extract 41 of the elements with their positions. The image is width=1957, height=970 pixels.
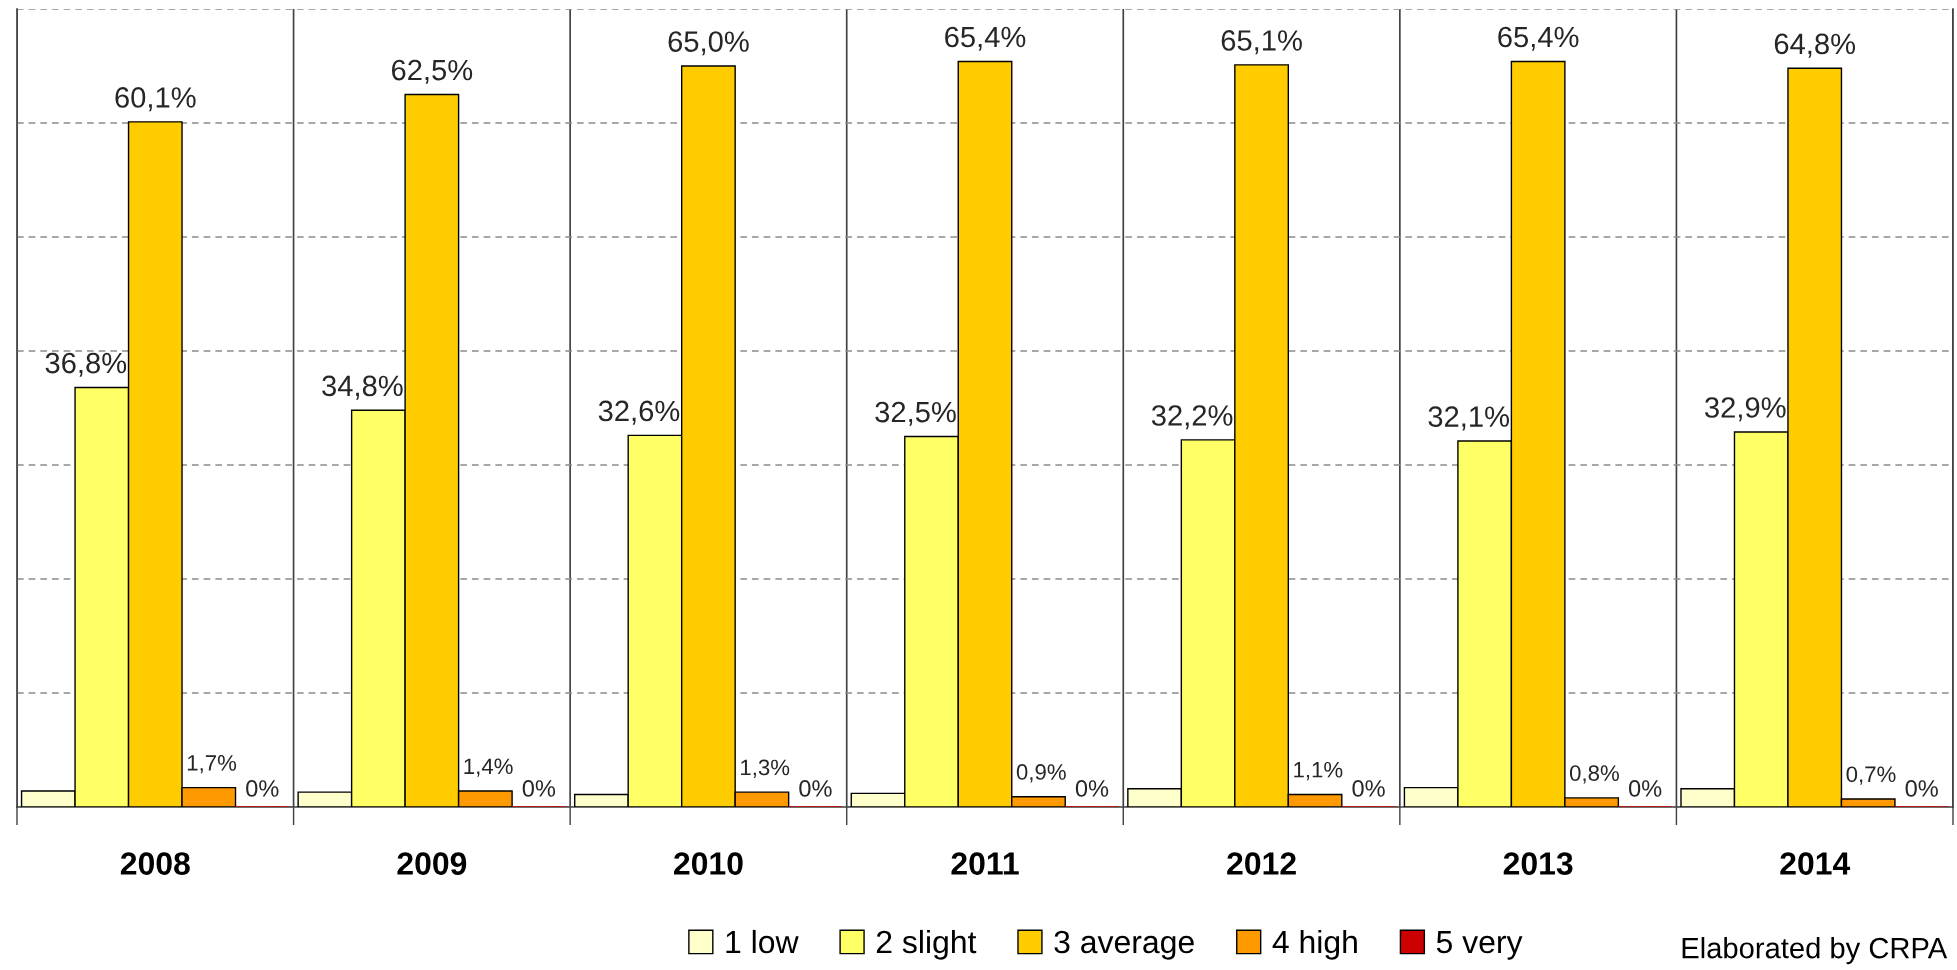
legend-label: 1 low (726, 929, 799, 954)
data-label: 0% (799, 780, 832, 797)
legend-label: 4 high (1272, 929, 1357, 960)
x-tick-label: 2010 (674, 852, 743, 875)
data-label: 0% (1905, 780, 1938, 797)
data-label: 1,7% (187, 755, 237, 774)
data-label: 65,4% (945, 26, 1026, 51)
legend-label: 5 very (1436, 931, 1523, 960)
data-label: 32,9% (1705, 397, 1786, 422)
legend-label: 2 slight (876, 929, 977, 960)
data-label: 0% (1352, 780, 1385, 797)
x-tick-label: 2013 (1503, 852, 1573, 875)
x-tick-label: 2014 (1780, 852, 1851, 875)
x-tick-label: 2012 (1227, 852, 1296, 875)
data-label: 65,0% (668, 31, 749, 56)
data-label: 32,1% (1428, 406, 1509, 431)
data-label: 60,1% (115, 87, 196, 112)
data-label: 0% (1075, 780, 1109, 797)
data-label: 0% (522, 780, 556, 797)
data-label: 32,6% (598, 400, 680, 425)
data-label: 36,8% (45, 352, 127, 377)
x-tick-label: 2011 (951, 852, 1019, 875)
data-label: 64,8% (1774, 33, 1856, 58)
data-label: 0,8% (1569, 765, 1619, 784)
data-label: 65,1% (1221, 30, 1302, 55)
data-label: 0% (246, 780, 279, 797)
data-label: 65,4% (1498, 26, 1579, 51)
data-label: 1,1% (1294, 761, 1343, 781)
x-tick-label: 2008 (120, 852, 190, 875)
data-label: 0% (1628, 780, 1662, 797)
data-label: 34,8% (322, 375, 403, 400)
data-label: 1,3% (741, 759, 790, 778)
data-label: 32,5% (875, 401, 956, 426)
legend-label: 3 average (1054, 930, 1194, 960)
text: Elaborated by CRPA (1682, 936, 1948, 965)
data-label: 0,7% (1846, 766, 1896, 785)
data-label: 62,5% (391, 59, 473, 84)
data-label: 32,2% (1151, 405, 1233, 430)
x-tick-label: 2009 (397, 852, 467, 875)
data-label: 1,4% (464, 758, 513, 777)
data-label: 0,9% (1016, 764, 1066, 783)
